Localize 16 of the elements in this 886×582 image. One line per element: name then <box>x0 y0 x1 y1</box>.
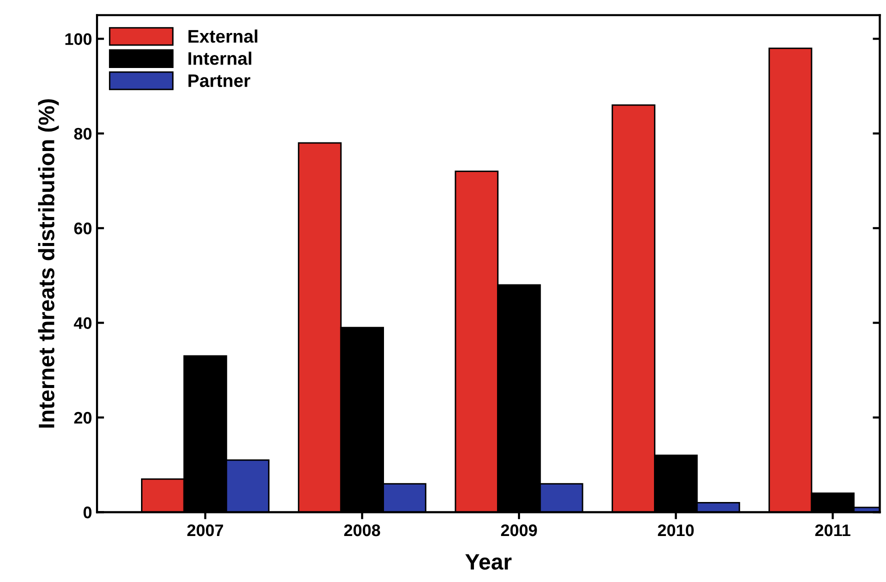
x-tick-label: 2008 <box>344 524 380 536</box>
y-tick-label: 60 <box>74 222 92 234</box>
x-axis-title: Year <box>465 554 512 570</box>
y-tick-label: 20 <box>74 412 92 424</box>
y-tick-label: 0 <box>84 506 92 518</box>
legend-label: Internal <box>188 52 252 65</box>
y-tick-label: 100 <box>65 33 92 46</box>
legend-label: Partner <box>188 74 250 88</box>
x-tick-label: 2011 <box>815 524 850 536</box>
x-tick-label: 2007 <box>187 524 224 536</box>
y-tick-label: 40 <box>74 317 92 330</box>
x-tick-label: 2009 <box>501 524 537 536</box>
y-tick-label: 80 <box>74 128 92 140</box>
y-axis-title: Internet threats distribution (%) <box>38 99 59 428</box>
x-tick-label: 2010 <box>658 524 694 536</box>
legend-label: External <box>188 29 258 43</box>
